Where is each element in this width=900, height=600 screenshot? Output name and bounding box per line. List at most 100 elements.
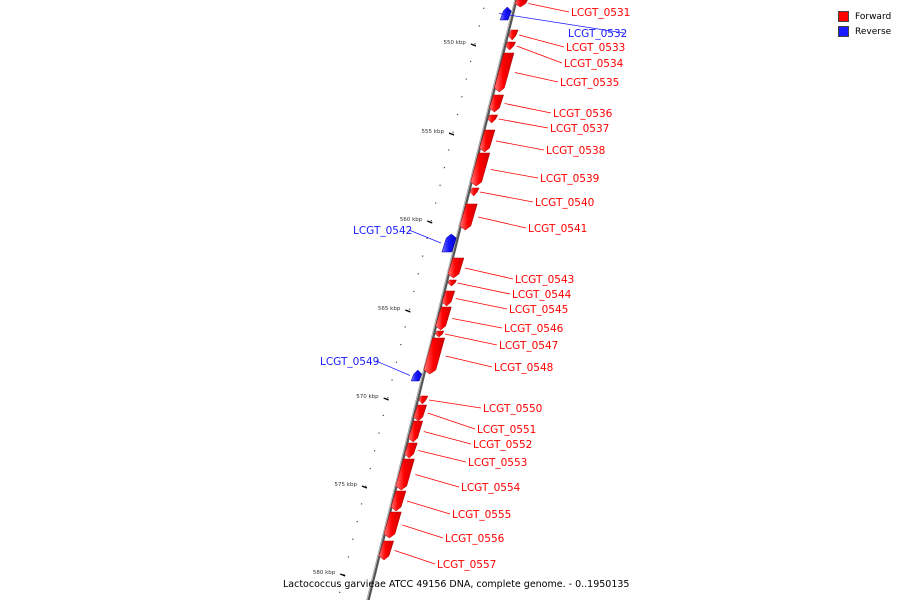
gene-lcgt_0531[interactable]	[514, 0, 528, 8]
gene-lcgt_0536[interactable]	[489, 94, 504, 113]
gene-label[interactable]: LCGT_0540	[535, 197, 594, 209]
gene-lcgt_0542[interactable]	[441, 233, 457, 253]
gene-connector	[445, 355, 493, 368]
gene-lcgt_0539[interactable]	[470, 152, 491, 187]
gene-lcgt_0544[interactable]	[447, 279, 457, 287]
gene-lcgt_0548[interactable]	[423, 337, 446, 375]
minor-tick	[339, 591, 341, 593]
gene-arrow[interactable]	[395, 458, 415, 491]
gene-lcgt_0555[interactable]	[390, 490, 407, 512]
gene-label[interactable]: LCGT_0541	[528, 223, 587, 235]
gene-arrow[interactable]	[418, 395, 429, 405]
gene-lcgt_0550[interactable]	[418, 395, 429, 405]
gene-lcgt_0532[interactable]	[499, 6, 512, 21]
gene-arrow[interactable]	[441, 290, 456, 307]
gene-arrow[interactable]	[423, 337, 446, 375]
gene-arrow[interactable]	[413, 404, 428, 422]
gene-label[interactable]: LCGT_0533	[566, 42, 625, 54]
gene-label[interactable]: LCGT_0554	[461, 482, 521, 494]
gene-lcgt_0557[interactable]	[378, 540, 394, 561]
gene-label[interactable]: LCGT_0544	[512, 289, 572, 301]
gene-arrow[interactable]	[447, 257, 465, 279]
gene-label[interactable]: LCGT_0550	[483, 403, 542, 415]
minor-tick	[483, 7, 485, 9]
gene-connector	[514, 72, 559, 83]
gene-arrow[interactable]	[469, 187, 480, 197]
gene-arrow[interactable]	[378, 540, 394, 561]
gene-arrow[interactable]	[408, 420, 424, 443]
gene-arrow[interactable]	[383, 511, 402, 539]
gene-label[interactable]: LCGT_0551	[477, 424, 536, 436]
gene-lcgt_0538[interactable]	[479, 129, 496, 153]
gene-lcgt_0554[interactable]	[395, 458, 415, 491]
gene-label[interactable]: LCGT_0556	[445, 533, 505, 545]
gene-lcgt_0556[interactable]	[383, 511, 402, 539]
gene-lcgt_0552[interactable]	[408, 420, 424, 443]
gene-arrow[interactable]	[390, 490, 407, 512]
gene-arrow[interactable]	[499, 6, 512, 21]
gene-lcgt_0534[interactable]	[505, 41, 517, 51]
gene-arrow[interactable]	[410, 369, 423, 382]
axis-tick-label: 560 kbp	[400, 217, 423, 223]
gene-arrow[interactable]	[441, 233, 457, 253]
minor-tick	[452, 131, 454, 133]
gene-lcgt_0543[interactable]	[447, 257, 465, 279]
gene-arrow[interactable]	[479, 129, 496, 153]
gene-lcgt_0537[interactable]	[487, 114, 499, 124]
gene-lcgt_0545[interactable]	[441, 290, 456, 307]
minor-tick	[382, 414, 384, 416]
gene-arrow[interactable]	[459, 203, 478, 231]
gene-label[interactable]: LCGT_0552	[473, 439, 532, 451]
gene-label[interactable]: LCGT_0539	[540, 173, 599, 185]
gene-label[interactable]: LCGT_0542	[353, 225, 412, 237]
gene-lcgt_0549[interactable]	[410, 369, 423, 382]
gene-label[interactable]: LCGT_0557	[437, 559, 496, 571]
gene-lcgt_0541[interactable]	[459, 203, 478, 231]
minor-tick	[474, 43, 476, 45]
gene-label[interactable]: LCGT_0546	[504, 323, 564, 335]
gene-arrow[interactable]	[470, 152, 491, 187]
gene-label[interactable]: LCGT_0536	[553, 108, 613, 120]
gene-label[interactable]: LCGT_0532	[568, 28, 627, 40]
gene-arrow[interactable]	[494, 52, 515, 93]
gene-label[interactable]: LCGT_0537	[550, 123, 609, 135]
gene-label[interactable]: LCGT_0553	[468, 457, 527, 469]
gene-arrow[interactable]	[487, 114, 499, 124]
minor-tick	[448, 149, 450, 151]
minor-tick	[422, 255, 424, 257]
gene-label[interactable]: LCGT_0538	[546, 145, 605, 157]
gene-label[interactable]: LCGT_0548	[494, 362, 553, 374]
gene-arrow[interactable]	[435, 306, 452, 331]
gene-connector	[498, 118, 549, 129]
gene-arrow[interactable]	[508, 29, 519, 41]
gene-connector	[519, 34, 565, 48]
gene-arrow[interactable]	[505, 41, 517, 51]
gene-label[interactable]: LCGT_0543	[515, 274, 574, 286]
major-tick	[340, 573, 346, 577]
forward-swatch	[838, 11, 849, 22]
gene-arrow[interactable]	[514, 0, 528, 8]
major-tick	[448, 132, 455, 136]
gene-label[interactable]: LCGT_0547	[499, 340, 558, 352]
gene-connector	[406, 500, 451, 515]
gene-lcgt_0535[interactable]	[494, 52, 515, 93]
gene-label[interactable]: LCGT_0545	[509, 304, 568, 316]
gene-label[interactable]: LCGT_0535	[560, 77, 619, 89]
gene-lcgt_0547[interactable]	[435, 330, 445, 338]
gene-connector	[499, 13, 625, 34]
gene-lcgt_0553[interactable]	[404, 442, 418, 459]
gene-arrow[interactable]	[447, 279, 457, 287]
gene-lcgt_0540[interactable]	[469, 187, 480, 197]
gene-label[interactable]: LCGT_0534	[564, 58, 624, 70]
minor-tick	[426, 237, 428, 239]
gene-arrow[interactable]	[489, 94, 504, 113]
gene-label[interactable]: LCGT_0549	[320, 356, 379, 368]
gene-arrow[interactable]	[435, 330, 445, 338]
gene-arrow[interactable]	[404, 442, 418, 459]
gene-lcgt_0546[interactable]	[435, 306, 452, 331]
gene-connector	[457, 282, 511, 295]
gene-lcgt_0551[interactable]	[413, 404, 428, 422]
gene-lcgt_0533[interactable]	[508, 29, 519, 41]
gene-label[interactable]: LCGT_0531	[571, 7, 630, 19]
gene-label[interactable]: LCGT_0555	[452, 509, 511, 521]
